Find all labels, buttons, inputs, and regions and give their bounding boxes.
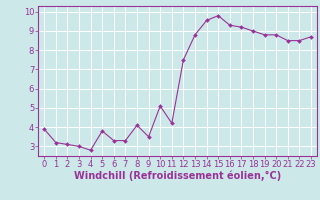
X-axis label: Windchill (Refroidissement éolien,°C): Windchill (Refroidissement éolien,°C) (74, 171, 281, 181)
